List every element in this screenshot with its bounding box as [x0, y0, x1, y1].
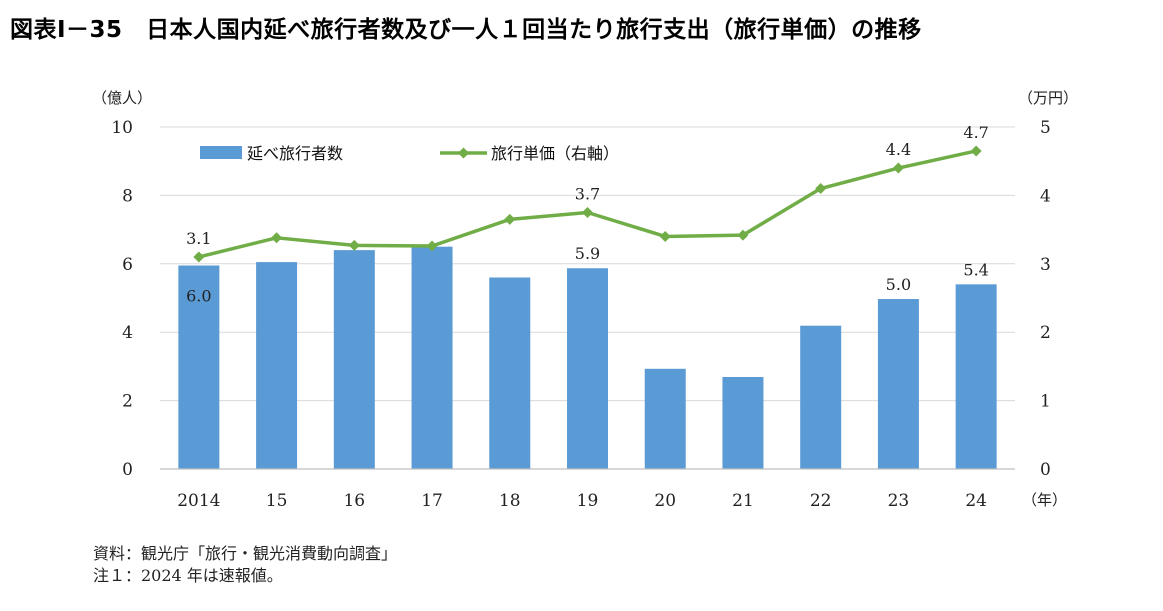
bar [800, 325, 842, 469]
bar [567, 268, 608, 469]
x-unit: （年） [1022, 491, 1067, 509]
line-marker [426, 240, 438, 252]
line-data-label: 3.1 [186, 229, 211, 248]
y-right-tick-label: 5 [1040, 118, 1051, 138]
line-marker [582, 207, 593, 218]
bar [955, 284, 997, 469]
y-right-tick-label: 4 [1040, 186, 1051, 206]
page-title: 図表Ⅰ－35 日本人国内延べ旅行者数及び一人１回当たり旅行支出（旅行単価）の推移 [10, 17, 922, 43]
bar-data-label: 5.4 [963, 260, 988, 279]
y-left-tick-label: 0 [122, 460, 133, 480]
line-data-label: 4.7 [963, 123, 988, 142]
bar [489, 277, 531, 469]
x-tick-label: 23 [888, 491, 910, 511]
y-right-tick-label: 0 [1040, 460, 1051, 480]
line-marker [815, 183, 827, 195]
x-tick-label: 19 [577, 491, 599, 511]
bar-data-label: 6.0 [186, 287, 211, 306]
line-data-label: 4.4 [886, 140, 911, 159]
y-right-tick-label: 3 [1040, 255, 1051, 275]
line-marker [271, 232, 283, 244]
x-tick-label: 16 [343, 491, 365, 511]
y-right-tick-label: 2 [1040, 323, 1051, 343]
line-marker [659, 230, 671, 242]
source-line: 資料：観光庁「旅行・観光消費動向調査」 [93, 544, 398, 563]
legend-line-marker [458, 147, 469, 159]
y-right-unit: （万円） [1018, 89, 1078, 107]
x-tick-label: 21 [732, 491, 754, 511]
y-left-unit: （億人） [92, 89, 152, 107]
line-marker [970, 145, 982, 157]
legend-bar-label: 延べ旅行者数 [247, 144, 343, 163]
x-tick-label: 17 [421, 491, 443, 511]
y-left-tick-label: 4 [122, 323, 133, 343]
note-line: 注１：2024 年は速報値。 [93, 566, 283, 585]
y-right-tick-label: 1 [1040, 392, 1051, 412]
y-left-tick-label: 2 [122, 392, 133, 412]
legend-line-label: 旅行単価（右軸） [491, 144, 619, 163]
bar [877, 299, 919, 469]
x-tick-label: 24 [965, 491, 987, 511]
line-data-label: 3.7 [575, 185, 600, 204]
x-tick-label: 18 [499, 491, 521, 511]
line-marker [193, 251, 205, 263]
legend-bar-swatch [200, 146, 242, 159]
source-notes: 資料：観光庁「旅行・観光消費動向調査」 注１：2024 年は速報値。 [93, 543, 397, 587]
bar [333, 250, 375, 469]
y-left-tick-label: 6 [122, 255, 133, 275]
bar-data-label: 5.9 [575, 244, 600, 263]
y-left-tick-label: 8 [122, 186, 133, 206]
line-marker [892, 162, 904, 174]
x-tick-label: 2014 [177, 491, 220, 511]
y-left-tick-label: 10 [111, 118, 133, 138]
bar-data-label: 5.0 [886, 275, 911, 294]
bar [178, 265, 220, 469]
line-marker [348, 239, 360, 251]
x-tick-label: 20 [654, 491, 676, 511]
x-tick-label: 22 [810, 491, 832, 511]
bar [256, 262, 298, 469]
data-labels: 6.0 5.9 5.0 5.4 3.1 3.7 4.4 4.7 [186, 123, 989, 306]
line-path [198, 149, 977, 259]
bar [722, 377, 764, 469]
bar [411, 246, 453, 469]
x-tick-label: 15 [266, 491, 288, 511]
bar [644, 368, 686, 469]
line-series [193, 145, 982, 263]
bar-series [178, 246, 997, 469]
line-marker [504, 213, 516, 225]
line-marker [737, 229, 749, 241]
legend: 延べ旅行者数 旅行単価（右軸） [200, 144, 619, 163]
